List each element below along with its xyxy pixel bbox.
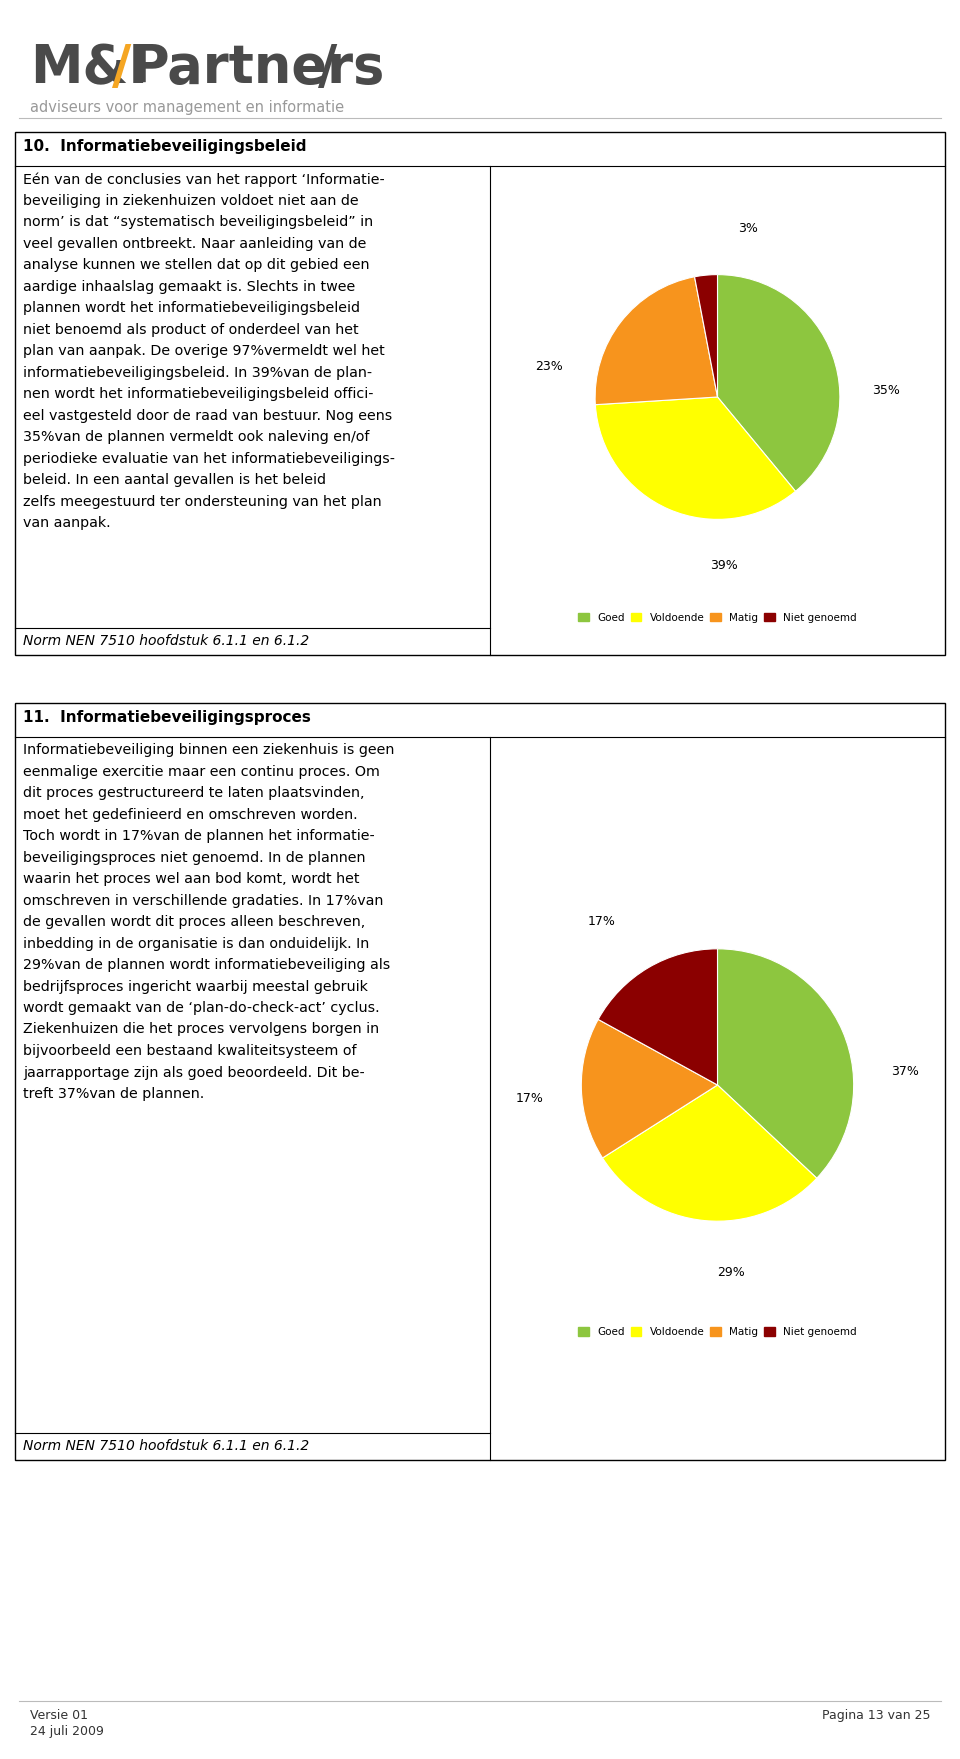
Text: nen wordt het informatiebeveiligingsbeleid offici-: nen wordt het informatiebeveiligingsbele…: [23, 387, 373, 401]
Wedge shape: [595, 398, 796, 519]
Text: eenmalige exercitie maar een continu proces. Om: eenmalige exercitie maar een continu pro…: [23, 765, 380, 779]
Text: Ziekenhuizen die het proces vervolgens borgen in: Ziekenhuizen die het proces vervolgens b…: [23, 1022, 379, 1036]
Wedge shape: [717, 948, 853, 1179]
Text: beveiliging in ziekenhuizen voldoet niet aan de: beveiliging in ziekenhuizen voldoet niet…: [23, 193, 359, 208]
Text: 17%: 17%: [588, 915, 615, 929]
Wedge shape: [595, 276, 717, 405]
Text: treft 37%van de plannen.: treft 37%van de plannen.: [23, 1087, 204, 1101]
Text: moet het gedefinieerd en omschreven worden.: moet het gedefinieerd en omschreven word…: [23, 807, 358, 821]
Bar: [15, 132, 945, 654]
Legend: Goed, Voldoende, Matig, Niet genoemd: Goed, Voldoende, Matig, Niet genoemd: [574, 609, 861, 626]
Bar: [15, 704, 945, 1460]
Text: Versie 01: Versie 01: [30, 1710, 88, 1722]
Text: adviseurs voor management en informatie: adviseurs voor management en informatie: [30, 100, 344, 114]
Text: bijvoorbeeld een bestaand kwaliteitsysteem of: bijvoorbeeld een bestaand kwaliteitsyste…: [23, 1045, 356, 1057]
Text: norm’ is dat “systematisch beveiligingsbeleid” in: norm’ is dat “systematisch beveiligingsb…: [23, 215, 373, 229]
Text: 23%: 23%: [535, 361, 563, 373]
Text: jaarrapportage zijn als goed beoordeeld. Dit be-: jaarrapportage zijn als goed beoordeeld.…: [23, 1066, 365, 1080]
Wedge shape: [603, 1085, 817, 1221]
Text: 17%: 17%: [516, 1092, 543, 1105]
Text: dit proces gestructureerd te laten plaatsvinden,: dit proces gestructureerd te laten plaat…: [23, 786, 365, 800]
Text: M&I: M&I: [30, 42, 148, 93]
Text: 35%: 35%: [873, 385, 900, 398]
Text: analyse kunnen we stellen dat op dit gebied een: analyse kunnen we stellen dat op dit geb…: [23, 259, 370, 273]
Text: inbedding in de organisatie is dan onduidelijk. In: inbedding in de organisatie is dan ondui…: [23, 936, 370, 950]
Text: plan van aanpak. De overige 97%vermeldt wel het: plan van aanpak. De overige 97%vermeldt …: [23, 345, 385, 359]
Text: beveiligingsproces niet genoemd. In de plannen: beveiligingsproces niet genoemd. In de p…: [23, 851, 366, 864]
Text: /: /: [112, 42, 132, 93]
Text: wordt gemaakt van de ‘plan-do-check-act’ cyclus.: wordt gemaakt van de ‘plan-do-check-act’…: [23, 1001, 379, 1015]
Text: zelfs meegestuurd ter ondersteuning van het plan: zelfs meegestuurd ter ondersteuning van …: [23, 494, 382, 508]
Text: informatiebeveiligingsbeleid. In 39%van de plan-: informatiebeveiligingsbeleid. In 39%van …: [23, 366, 372, 380]
Text: 24 juli 2009: 24 juli 2009: [30, 1726, 104, 1738]
Text: 37%: 37%: [892, 1064, 920, 1078]
Legend: Goed, Voldoende, Matig, Niet genoemd: Goed, Voldoende, Matig, Niet genoemd: [574, 1323, 861, 1342]
Text: 29%: 29%: [717, 1266, 745, 1279]
Text: veel gevallen ontbreekt. Naar aanleiding van de: veel gevallen ontbreekt. Naar aanleiding…: [23, 236, 367, 250]
Text: aardige inhaalslag gemaakt is. Slechts in twee: aardige inhaalslag gemaakt is. Slechts i…: [23, 280, 355, 294]
Text: omschreven in verschillende gradaties. In 17%van: omschreven in verschillende gradaties. I…: [23, 894, 383, 908]
Text: beleid. In een aantal gevallen is het beleid: beleid. In een aantal gevallen is het be…: [23, 473, 326, 487]
Text: waarin het proces wel aan bod komt, wordt het: waarin het proces wel aan bod komt, word…: [23, 872, 359, 887]
Text: Norm NEN 7510 hoofdstuk 6.1.1 en 6.1.2: Norm NEN 7510 hoofdstuk 6.1.1 en 6.1.2: [23, 633, 309, 647]
Text: Informatiebeveiliging binnen een ziekenhuis is geen: Informatiebeveiliging binnen een ziekenh…: [23, 742, 395, 756]
Text: de gevallen wordt dit proces alleen beschreven,: de gevallen wordt dit proces alleen besc…: [23, 915, 365, 929]
Text: bedrijfsproces ingericht waarbij meestal gebruik: bedrijfsproces ingericht waarbij meestal…: [23, 980, 368, 994]
Text: eel vastgesteld door de raad van bestuur. Nog eens: eel vastgesteld door de raad van bestuur…: [23, 408, 393, 422]
Text: Toch wordt in 17%van de plannen het informatie-: Toch wordt in 17%van de plannen het info…: [23, 828, 374, 843]
Text: plannen wordt het informatiebeveiligingsbeleid: plannen wordt het informatiebeveiligings…: [23, 301, 360, 315]
Text: Pagina 13 van 25: Pagina 13 van 25: [822, 1710, 930, 1722]
Text: 11.  Informatiebeveiligingsproces: 11. Informatiebeveiligingsproces: [23, 711, 311, 725]
Text: 35%van de plannen vermeldt ook naleving en/of: 35%van de plannen vermeldt ook naleving …: [23, 429, 370, 443]
Text: van aanpak.: van aanpak.: [23, 515, 110, 529]
Text: 10.  Informatiebeveiligingsbeleid: 10. Informatiebeveiligingsbeleid: [23, 139, 306, 155]
Text: Norm NEN 7510 hoofdstuk 6.1.1 en 6.1.2: Norm NEN 7510 hoofdstuk 6.1.1 en 6.1.2: [23, 1439, 309, 1453]
Text: /: /: [318, 42, 337, 93]
Wedge shape: [717, 274, 840, 491]
Text: 3%: 3%: [738, 222, 758, 234]
Text: 39%: 39%: [709, 559, 737, 572]
Text: Eén van de conclusies van het rapport ‘Informatie-: Eén van de conclusies van het rapport ‘I…: [23, 172, 385, 186]
Text: Partners: Partners: [130, 42, 384, 93]
Wedge shape: [695, 274, 717, 398]
Text: niet benoemd als product of onderdeel van het: niet benoemd als product of onderdeel va…: [23, 322, 359, 336]
Wedge shape: [598, 948, 717, 1085]
Wedge shape: [582, 1020, 717, 1157]
Text: periodieke evaluatie van het informatiebeveiligings-: periodieke evaluatie van het informatieb…: [23, 452, 395, 466]
Text: 29%van de plannen wordt informatiebeveiliging als: 29%van de plannen wordt informatiebeveil…: [23, 959, 391, 973]
